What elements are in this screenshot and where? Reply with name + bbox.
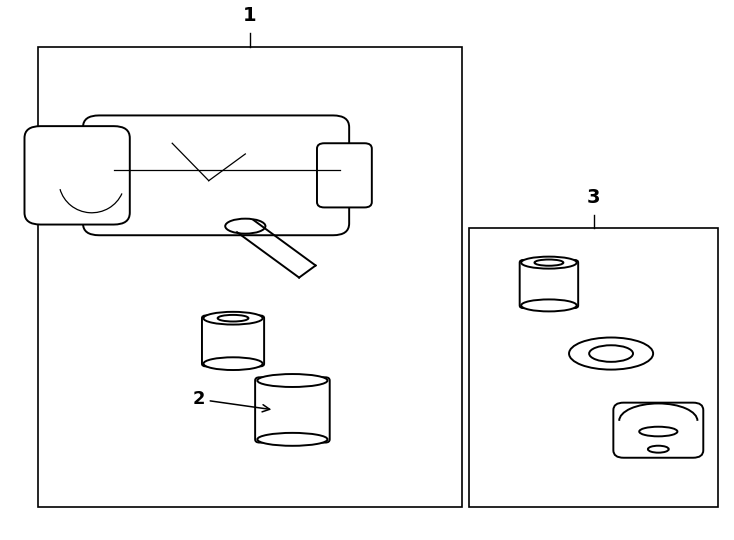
- Ellipse shape: [203, 312, 263, 325]
- Ellipse shape: [534, 260, 564, 266]
- Ellipse shape: [258, 433, 327, 446]
- Ellipse shape: [218, 315, 248, 321]
- Ellipse shape: [203, 357, 263, 370]
- Ellipse shape: [521, 256, 577, 268]
- Ellipse shape: [639, 427, 677, 436]
- Text: 1: 1: [243, 6, 257, 25]
- Ellipse shape: [225, 219, 266, 234]
- FancyBboxPatch shape: [24, 126, 130, 225]
- FancyBboxPatch shape: [83, 116, 349, 235]
- FancyBboxPatch shape: [317, 143, 372, 207]
- Bar: [469, 228, 718, 507]
- Ellipse shape: [258, 374, 327, 387]
- Ellipse shape: [589, 345, 633, 362]
- Ellipse shape: [521, 299, 577, 312]
- Ellipse shape: [648, 446, 669, 453]
- FancyBboxPatch shape: [255, 377, 330, 443]
- Text: 3: 3: [587, 188, 600, 207]
- FancyBboxPatch shape: [614, 403, 703, 458]
- Bar: [38, 46, 462, 507]
- FancyBboxPatch shape: [520, 260, 578, 308]
- FancyBboxPatch shape: [202, 315, 264, 366]
- Ellipse shape: [569, 338, 653, 369]
- Text: 2: 2: [192, 390, 269, 412]
